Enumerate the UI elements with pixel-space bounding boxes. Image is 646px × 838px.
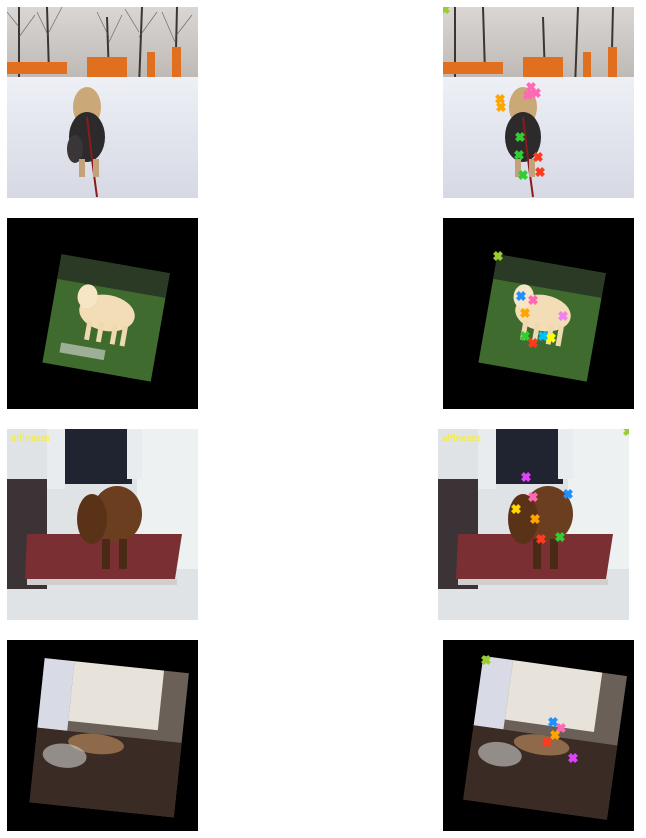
keypoint-marker bbox=[550, 730, 560, 740]
keypoint-marker bbox=[531, 88, 541, 98]
keypoint-marker bbox=[481, 655, 491, 665]
keypoint-marker bbox=[528, 492, 538, 502]
keypoint-marker bbox=[548, 717, 558, 727]
keypoint-marker bbox=[623, 429, 629, 436]
grooming-scene-with-keypoints: alfinesss bbox=[438, 429, 629, 620]
row3-keypoint-image: alfinesss bbox=[438, 429, 629, 620]
row1-original-image bbox=[7, 7, 198, 198]
keypoint-marker bbox=[542, 737, 552, 747]
keypoint-marker bbox=[523, 90, 533, 100]
keypoint-marker bbox=[495, 94, 505, 104]
keypoint-marker bbox=[520, 331, 530, 341]
keypoint-marker bbox=[556, 723, 566, 733]
keypoint-marker bbox=[555, 532, 565, 542]
field-scene bbox=[7, 218, 198, 409]
keypoint-marker bbox=[493, 251, 503, 261]
row4-keypoint-image bbox=[443, 640, 634, 831]
row4-original-image bbox=[7, 640, 198, 831]
row1-keypoint-image bbox=[443, 7, 634, 198]
keypoint-marker bbox=[515, 132, 525, 142]
row1-keypoints bbox=[443, 7, 545, 180]
row2-keypoint-image bbox=[443, 218, 634, 409]
keypoint-marker bbox=[536, 534, 546, 544]
keypoint-marker bbox=[535, 167, 545, 177]
keypoint-marker bbox=[568, 753, 578, 763]
grooming-scene: alfinesss bbox=[7, 429, 198, 620]
keypoint-marker bbox=[443, 7, 450, 14]
keypoint-marker bbox=[496, 102, 506, 112]
row2-original-image bbox=[7, 218, 198, 409]
bedroom-scene bbox=[7, 640, 198, 831]
keypoint-marker bbox=[521, 472, 531, 482]
row3-original-image: alfinesss bbox=[7, 429, 198, 620]
row4-keypoints bbox=[481, 655, 578, 763]
keypoint-marker bbox=[528, 338, 538, 348]
keypoint-marker bbox=[533, 152, 543, 162]
row3-watermark-left: alfinesss bbox=[11, 434, 50, 444]
row2-keypoints bbox=[493, 251, 568, 348]
keypoint-marker bbox=[530, 514, 540, 524]
row3-keypoints bbox=[511, 429, 629, 544]
keypoint-marker bbox=[546, 333, 556, 343]
keypoint-marker bbox=[528, 295, 538, 305]
keypoint-marker bbox=[514, 150, 524, 160]
row3-watermark-right: alfinesss bbox=[442, 434, 481, 444]
keypoint-marker bbox=[520, 308, 530, 318]
keypoint-marker bbox=[538, 331, 548, 341]
snow-scene-with-keypoints bbox=[443, 7, 634, 198]
field-scene-with-keypoints bbox=[443, 218, 634, 409]
keypoint-marker bbox=[518, 170, 528, 180]
bedroom-scene-with-keypoints bbox=[443, 640, 634, 831]
keypoint-marker bbox=[511, 504, 521, 514]
keypoint-marker bbox=[558, 311, 568, 321]
keypoint-marker bbox=[516, 291, 526, 301]
keypoint-marker bbox=[563, 489, 573, 499]
snow-scene bbox=[7, 7, 198, 198]
